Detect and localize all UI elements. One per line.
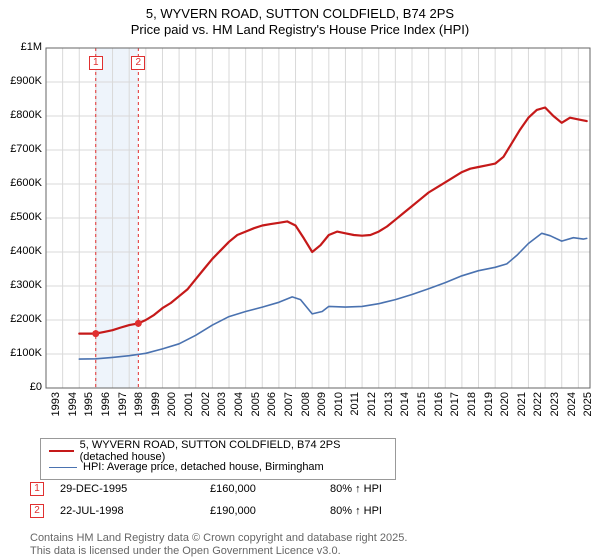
- legend-row: 5, WYVERN ROAD, SUTTON COLDFIELD, B74 2P…: [49, 443, 387, 459]
- txn-price: £160,000: [210, 483, 256, 495]
- x-tick-label: 2004: [233, 392, 245, 422]
- txn-marker-2: 2: [30, 504, 44, 518]
- y-tick-label: £100K: [0, 347, 42, 359]
- x-tick-label: 2006: [266, 392, 278, 422]
- y-tick-label: £400K: [0, 245, 42, 257]
- x-tick-label: 2001: [183, 392, 195, 422]
- chart-container: { "title_line1": "5, WYVERN ROAD, SUTTON…: [0, 0, 600, 560]
- footer-line1: Contains HM Land Registry data © Crown c…: [30, 532, 407, 544]
- txn-vs-hpi: 80% ↑ HPI: [330, 505, 382, 517]
- x-tick-label: 1995: [83, 392, 95, 422]
- footer-line2: This data is licensed under the Open Gov…: [30, 545, 341, 557]
- x-tick-label: 2013: [383, 392, 395, 422]
- x-tick-label: 2002: [200, 392, 212, 422]
- y-tick-label: £200K: [0, 313, 42, 325]
- x-tick-label: 1996: [100, 392, 112, 422]
- x-tick-label: 2005: [250, 392, 262, 422]
- txn-marker-1: 1: [30, 482, 44, 496]
- legend-swatch: [49, 467, 77, 468]
- x-tick-label: 2020: [499, 392, 511, 422]
- x-tick-label: 2014: [399, 392, 411, 422]
- legend-swatch: [49, 450, 74, 452]
- x-tick-label: 1997: [117, 392, 129, 422]
- x-tick-label: 2009: [316, 392, 328, 422]
- y-tick-label: £300K: [0, 279, 42, 291]
- y-tick-label: £0: [0, 381, 42, 393]
- txn-price: £190,000: [210, 505, 256, 517]
- y-tick-label: £800K: [0, 109, 42, 121]
- x-tick-label: 2024: [566, 392, 578, 422]
- x-tick-label: 2010: [333, 392, 345, 422]
- x-tick-label: 2011: [349, 392, 361, 422]
- legend-box: 5, WYVERN ROAD, SUTTON COLDFIELD, B74 2P…: [40, 438, 396, 480]
- txn-date: 22-JUL-1998: [60, 505, 124, 517]
- y-tick-label: £700K: [0, 143, 42, 155]
- y-tick-label: £600K: [0, 177, 42, 189]
- x-tick-label: 2019: [483, 392, 495, 422]
- txn-vs-hpi: 80% ↑ HPI: [330, 483, 382, 495]
- x-tick-label: 2022: [532, 392, 544, 422]
- y-tick-label: £1M: [0, 41, 42, 53]
- x-tick-label: 1999: [150, 392, 162, 422]
- x-tick-label: 2025: [582, 392, 594, 422]
- x-tick-label: 2023: [549, 392, 561, 422]
- x-tick-label: 2021: [516, 392, 528, 422]
- x-tick-label: 1993: [50, 392, 62, 422]
- y-tick-label: £500K: [0, 211, 42, 223]
- chart-marker-2: 2: [131, 56, 145, 70]
- txn-date: 29-DEC-1995: [60, 483, 127, 495]
- x-tick-label: 2000: [166, 392, 178, 422]
- legend-label: 5, WYVERN ROAD, SUTTON COLDFIELD, B74 2P…: [80, 439, 387, 463]
- y-tick-label: £900K: [0, 75, 42, 87]
- x-tick-label: 2016: [433, 392, 445, 422]
- x-tick-label: 2018: [466, 392, 478, 422]
- x-tick-label: 2003: [216, 392, 228, 422]
- x-tick-label: 2008: [300, 392, 312, 422]
- x-tick-label: 2015: [416, 392, 428, 422]
- legend-label: HPI: Average price, detached house, Birm…: [83, 461, 324, 473]
- x-tick-label: 2007: [283, 392, 295, 422]
- x-tick-label: 2017: [449, 392, 461, 422]
- x-tick-label: 1994: [67, 392, 79, 422]
- x-tick-label: 1998: [133, 392, 145, 422]
- x-tick-label: 2012: [366, 392, 378, 422]
- chart-marker-1: 1: [89, 56, 103, 70]
